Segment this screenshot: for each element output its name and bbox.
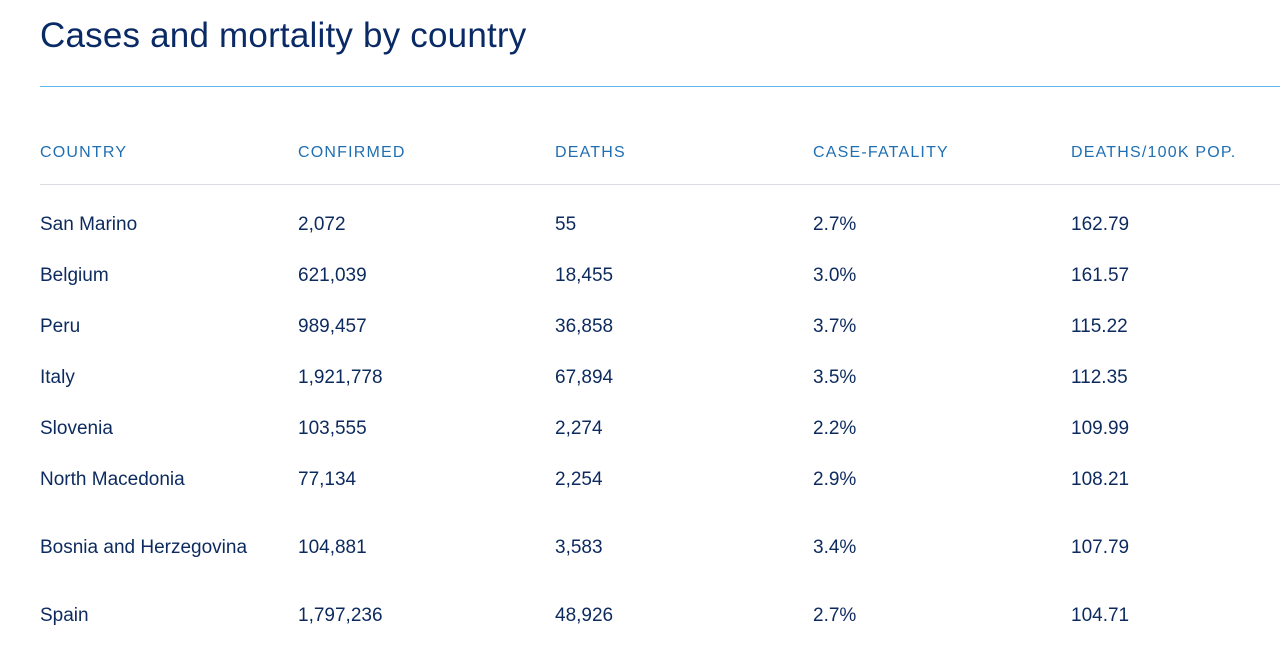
cell-confirmed: 989,457 [298, 315, 367, 337]
cell-deaths: 48,926 [555, 604, 614, 626]
cell-deaths-per-100k: 161.57 [1071, 264, 1130, 286]
column-header-deaths[interactable]: DEATHS [555, 144, 626, 161]
cell-deaths: 3,583 [555, 536, 603, 558]
cell-country: Italy [40, 366, 75, 388]
cell-case-fatality: 3.0% [813, 264, 857, 286]
cell-country: Belgium [40, 264, 109, 286]
cell-case-fatality: 3.4% [813, 536, 857, 558]
cell-case-fatality: 2.9% [813, 468, 857, 490]
cell-deaths: 55 [555, 213, 577, 235]
cell-confirmed: 621,039 [298, 264, 367, 286]
cell-country: Spain [40, 604, 89, 626]
cell-confirmed: 1,921,778 [298, 366, 383, 388]
cell-deaths-per-100k: 108.21 [1071, 468, 1130, 490]
cell-deaths: 2,254 [555, 468, 603, 490]
cases-table: COUNTRY CONFIRMED DEATHS CASE-FATALITY D… [40, 122, 1280, 641]
table-row: Italy 1,921,778 67,894 3.5% 112.35 [40, 352, 1280, 403]
cell-country: North Macedonia [40, 468, 185, 490]
cell-deaths-per-100k: 112.35 [1071, 366, 1128, 388]
cell-deaths-per-100k: 162.79 [1071, 213, 1130, 235]
cell-deaths-per-100k: 107.79 [1071, 536, 1130, 558]
cell-deaths-per-100k: 115.22 [1071, 315, 1128, 337]
column-header-case-fatality[interactable]: CASE-FATALITY [813, 144, 949, 161]
page-title: Cases and mortality by country [40, 16, 527, 55]
table-row: San Marino 2,072 55 2.7% 162.79 [40, 199, 1280, 250]
cell-confirmed: 77,134 [298, 468, 357, 490]
cell-case-fatality: 2.7% [813, 604, 857, 626]
column-header-confirmed[interactable]: CONFIRMED [298, 144, 406, 161]
title-divider [40, 86, 1280, 87]
cell-deaths: 18,455 [555, 264, 614, 286]
cell-country: Slovenia [40, 417, 113, 439]
table-row: Bosnia and Herzegovina 104,881 3,583 3.4… [40, 505, 1280, 590]
cell-case-fatality: 2.7% [813, 213, 857, 235]
cell-country: San Marino [40, 213, 138, 235]
table-row: Spain 1,797,236 48,926 2.7% 104.71 [40, 590, 1280, 641]
table-row: Belgium 621,039 18,455 3.0% 161.57 [40, 250, 1280, 301]
cell-case-fatality: 2.2% [813, 417, 857, 439]
table-header: COUNTRY CONFIRMED DEATHS CASE-FATALITY D… [40, 122, 1280, 185]
column-header-deaths-per-100k[interactable]: DEATHS/100K POP. [1071, 144, 1237, 161]
cell-deaths: 36,858 [555, 315, 614, 337]
cell-confirmed: 1,797,236 [298, 604, 383, 626]
cell-deaths-per-100k: 104.71 [1071, 604, 1130, 626]
table-row: Slovenia 103,555 2,274 2.2% 109.99 [40, 403, 1280, 454]
cell-confirmed: 104,881 [298, 536, 367, 558]
cell-deaths: 67,894 [555, 366, 614, 388]
cell-country: Bosnia and Herzegovina [40, 536, 248, 558]
cell-deaths: 2,274 [555, 417, 603, 439]
cell-confirmed: 2,072 [298, 213, 346, 235]
cell-case-fatality: 3.5% [813, 366, 857, 388]
cell-country: Peru [40, 315, 81, 337]
cell-deaths-per-100k: 109.99 [1071, 417, 1130, 439]
table-body: San Marino 2,072 55 2.7% 162.79 Belgium … [40, 185, 1280, 641]
cell-confirmed: 103,555 [298, 417, 367, 439]
table-row: Peru 989,457 36,858 3.7% 115.22 [40, 301, 1280, 352]
column-header-country[interactable]: COUNTRY [40, 144, 128, 161]
cell-case-fatality: 3.7% [813, 315, 857, 337]
table-row: North Macedonia 77,134 2,254 2.9% 108.21 [40, 454, 1280, 505]
